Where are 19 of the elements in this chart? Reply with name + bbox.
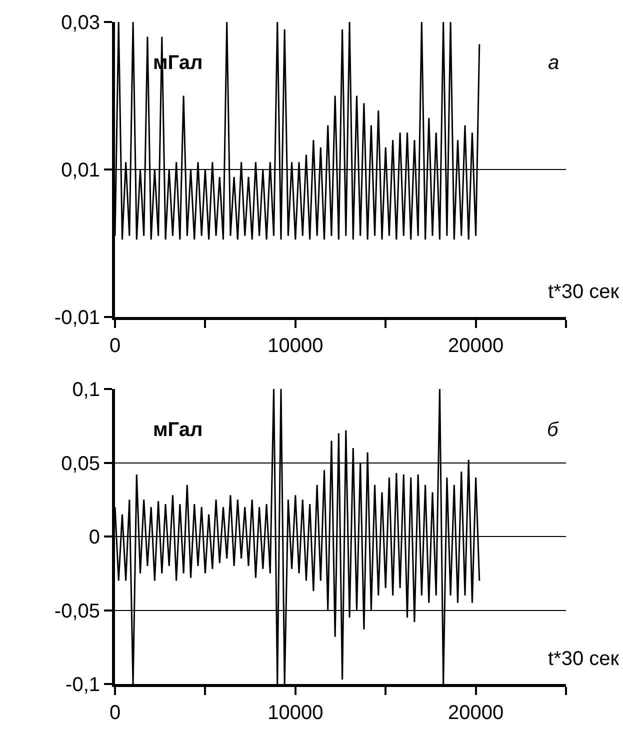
y-tick-label: 0,01	[61, 160, 100, 182]
x-axis-title: t*30 сек	[548, 281, 620, 303]
y-tick-label: 0,1	[72, 379, 100, 401]
y-tick-label: 0,05	[61, 452, 100, 475]
annotation: а	[548, 52, 560, 74]
y-tick-label: -0,1	[66, 674, 100, 696]
y-tick-label: 0,03	[61, 12, 100, 34]
x-tick-label: 10000	[268, 335, 324, 357]
x-tick-label: 0	[109, 702, 121, 724]
x-tick-label: 10000	[268, 702, 324, 724]
x-tick-label: 20000	[448, 702, 504, 724]
x-tick-label: 0	[109, 335, 121, 357]
y-tick-label: -0,01	[54, 307, 100, 329]
x-axis-title: t*30 сек	[548, 648, 620, 670]
y-axis-title: мГал	[153, 419, 203, 441]
annotation: б	[547, 419, 559, 441]
y-tick-label: -0,05	[54, 600, 100, 622]
y-tick-label: 0	[88, 526, 100, 548]
x-tick-label: 20000	[448, 335, 504, 357]
